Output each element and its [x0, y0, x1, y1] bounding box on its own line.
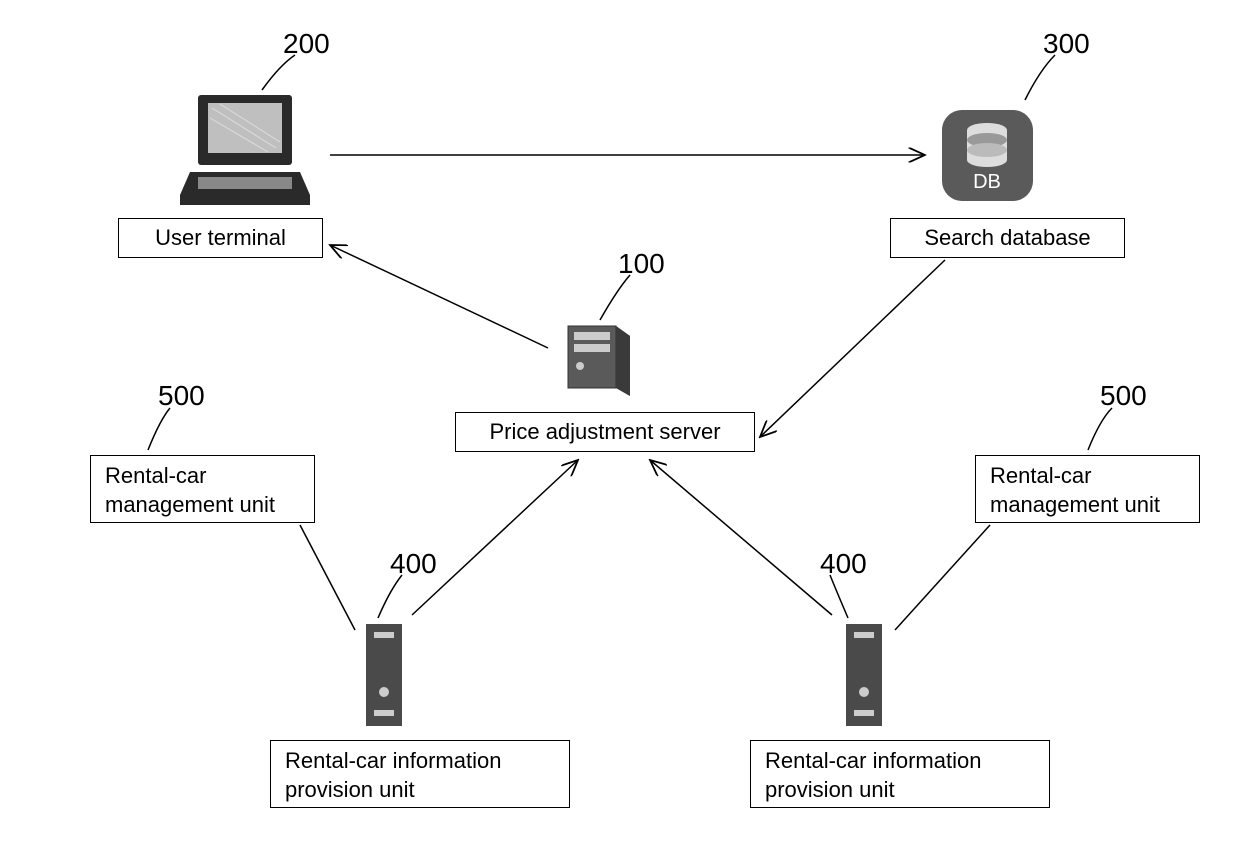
rental-info-left-ref: 400 [390, 548, 437, 580]
rental-mgmt-left-ref: 500 [158, 380, 205, 412]
rental-info-right-label: Rental-car information provision unit [750, 740, 1050, 808]
price-server-ref: 100 [618, 248, 665, 280]
svg-text:DB: DB [973, 171, 1001, 193]
rental-info-right-ref: 400 [820, 548, 867, 580]
search-database-ref: 300 [1043, 28, 1090, 60]
tower-icon [360, 620, 408, 730]
system-diagram: 200 User terminal 300 DB Search database [0, 0, 1240, 867]
price-server-label: Price adjustment server [455, 412, 755, 452]
server-icon [560, 318, 645, 403]
rental-mgmt-right-label: Rental-car management unit [975, 455, 1200, 523]
user-terminal-ref: 200 [283, 28, 330, 60]
rental-mgmt-right-ref: 500 [1100, 380, 1147, 412]
rental-info-left-label: Rental-car information provision unit [270, 740, 570, 808]
tower-icon [840, 620, 888, 730]
rental-mgmt-left-label: Rental-car management unit [90, 455, 315, 523]
search-database-label: Search database [890, 218, 1125, 258]
computer-icon [180, 90, 310, 210]
database-icon: DB [940, 108, 1035, 203]
user-terminal-label: User terminal [118, 218, 323, 258]
